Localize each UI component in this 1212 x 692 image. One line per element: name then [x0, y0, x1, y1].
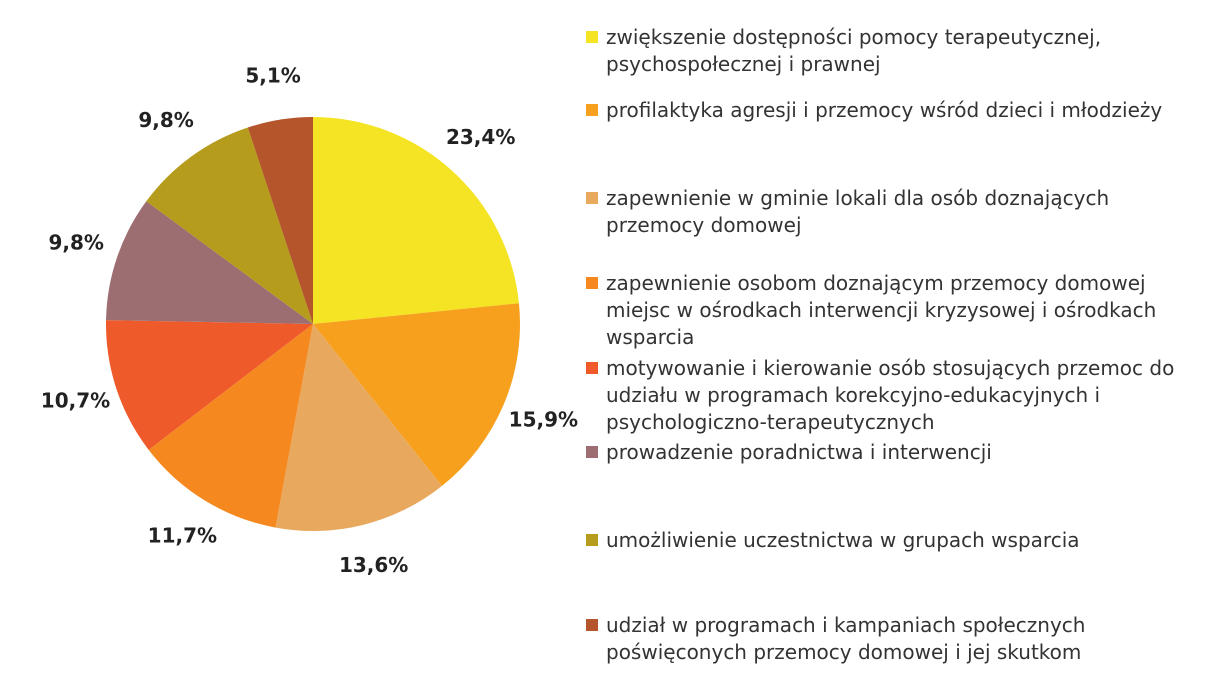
legend-label: umożliwienie uczestnictwa w grupach wspa… — [606, 528, 1080, 552]
data-label: 15,9% — [509, 408, 578, 432]
data-label: 5,1% — [245, 64, 300, 88]
data-label: 9,8% — [138, 108, 193, 132]
pie-slice — [106, 201, 313, 324]
legend-label: zwiększenie dostępności pomocy terapeuty… — [606, 25, 1102, 76]
legend-label: udział w programach i kampaniach społecz… — [606, 613, 1086, 664]
pie-slice — [275, 324, 442, 531]
legend-swatch — [586, 277, 598, 289]
legend-swatch — [586, 31, 598, 43]
pie-slice — [105, 320, 313, 450]
data-label: 11,7% — [148, 524, 217, 548]
pie-chart: 23,4% 15,9% 13,6% 11,7% 10,7% 9,8% 9,8% 5,1% — [41, 64, 578, 577]
legend-swatch — [586, 446, 598, 458]
data-label: 13,6% — [339, 553, 408, 577]
legend-swatch — [586, 104, 598, 116]
legend-swatch — [586, 534, 598, 546]
legend-label: prowadzenie poradnictwa i interwencji — [606, 440, 992, 464]
pie-slice — [313, 303, 520, 486]
legend-label: profilaktyka agresji i przemocy wśród dz… — [606, 98, 1163, 122]
data-label: 9,8% — [48, 230, 103, 254]
pie-slice — [146, 127, 313, 324]
legend-swatch — [586, 192, 598, 204]
pie-slice — [313, 117, 519, 324]
pie-slice — [148, 324, 313, 528]
data-label: 23,4% — [446, 125, 515, 149]
pie-slice — [247, 117, 313, 324]
legend-label: zapewnienie osobom doznającym przemocy d… — [606, 271, 1157, 349]
data-label: 10,7% — [41, 389, 110, 413]
legend-label: motywowanie i kierowanie osób stosującyc… — [606, 356, 1175, 434]
legend-swatch — [586, 619, 598, 631]
legend-label: zapewnienie w gminie lokali dla osób doz… — [606, 186, 1110, 237]
legend-swatch — [586, 362, 598, 374]
